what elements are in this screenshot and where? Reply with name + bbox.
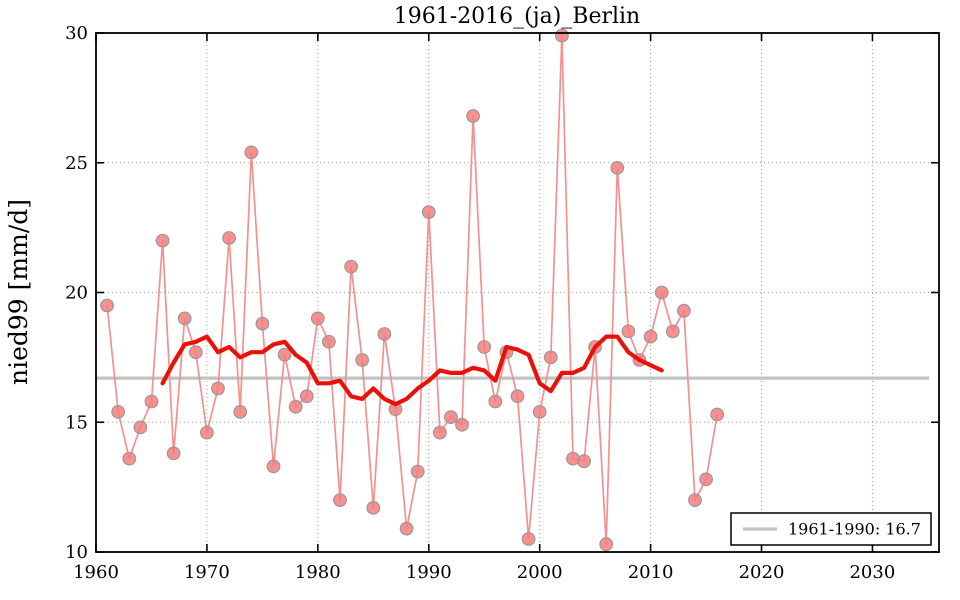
chart-title: 1961-2016_(ja)_Berlin (394, 4, 640, 29)
grid (96, 33, 939, 552)
svg-text:1990: 1990 (406, 562, 452, 583)
annual-series (100, 28, 725, 552)
y-tick-labels: 10 15 20 25 30 (65, 23, 88, 563)
svg-text:2020: 2020 (739, 562, 785, 583)
x-tick-labels: 1960 1970 1980 1990 2000 2010 2020 2030 (73, 562, 895, 583)
svg-text:2010: 2010 (628, 562, 674, 583)
trend-line (160, 334, 664, 407)
svg-text:10: 10 (65, 542, 88, 563)
svg-text:2000: 2000 (517, 562, 563, 583)
legend-label: 1961-1990: 16.7 (788, 520, 921, 539)
svg-text:2030: 2030 (849, 562, 895, 583)
svg-text:30: 30 (65, 23, 88, 44)
y-axis-label: nied99 [mm/d] (4, 199, 33, 385)
legend: 1961-1990: 16.7 (730, 512, 932, 546)
svg-text:1980: 1980 (295, 562, 341, 583)
svg-text:1970: 1970 (184, 562, 230, 583)
svg-text:20: 20 (65, 283, 88, 304)
svg-text:25: 25 (65, 153, 88, 174)
axis-ticks (95, 32, 939, 553)
svg-text:1960: 1960 (73, 562, 119, 583)
svg-text:15: 15 (65, 412, 88, 433)
